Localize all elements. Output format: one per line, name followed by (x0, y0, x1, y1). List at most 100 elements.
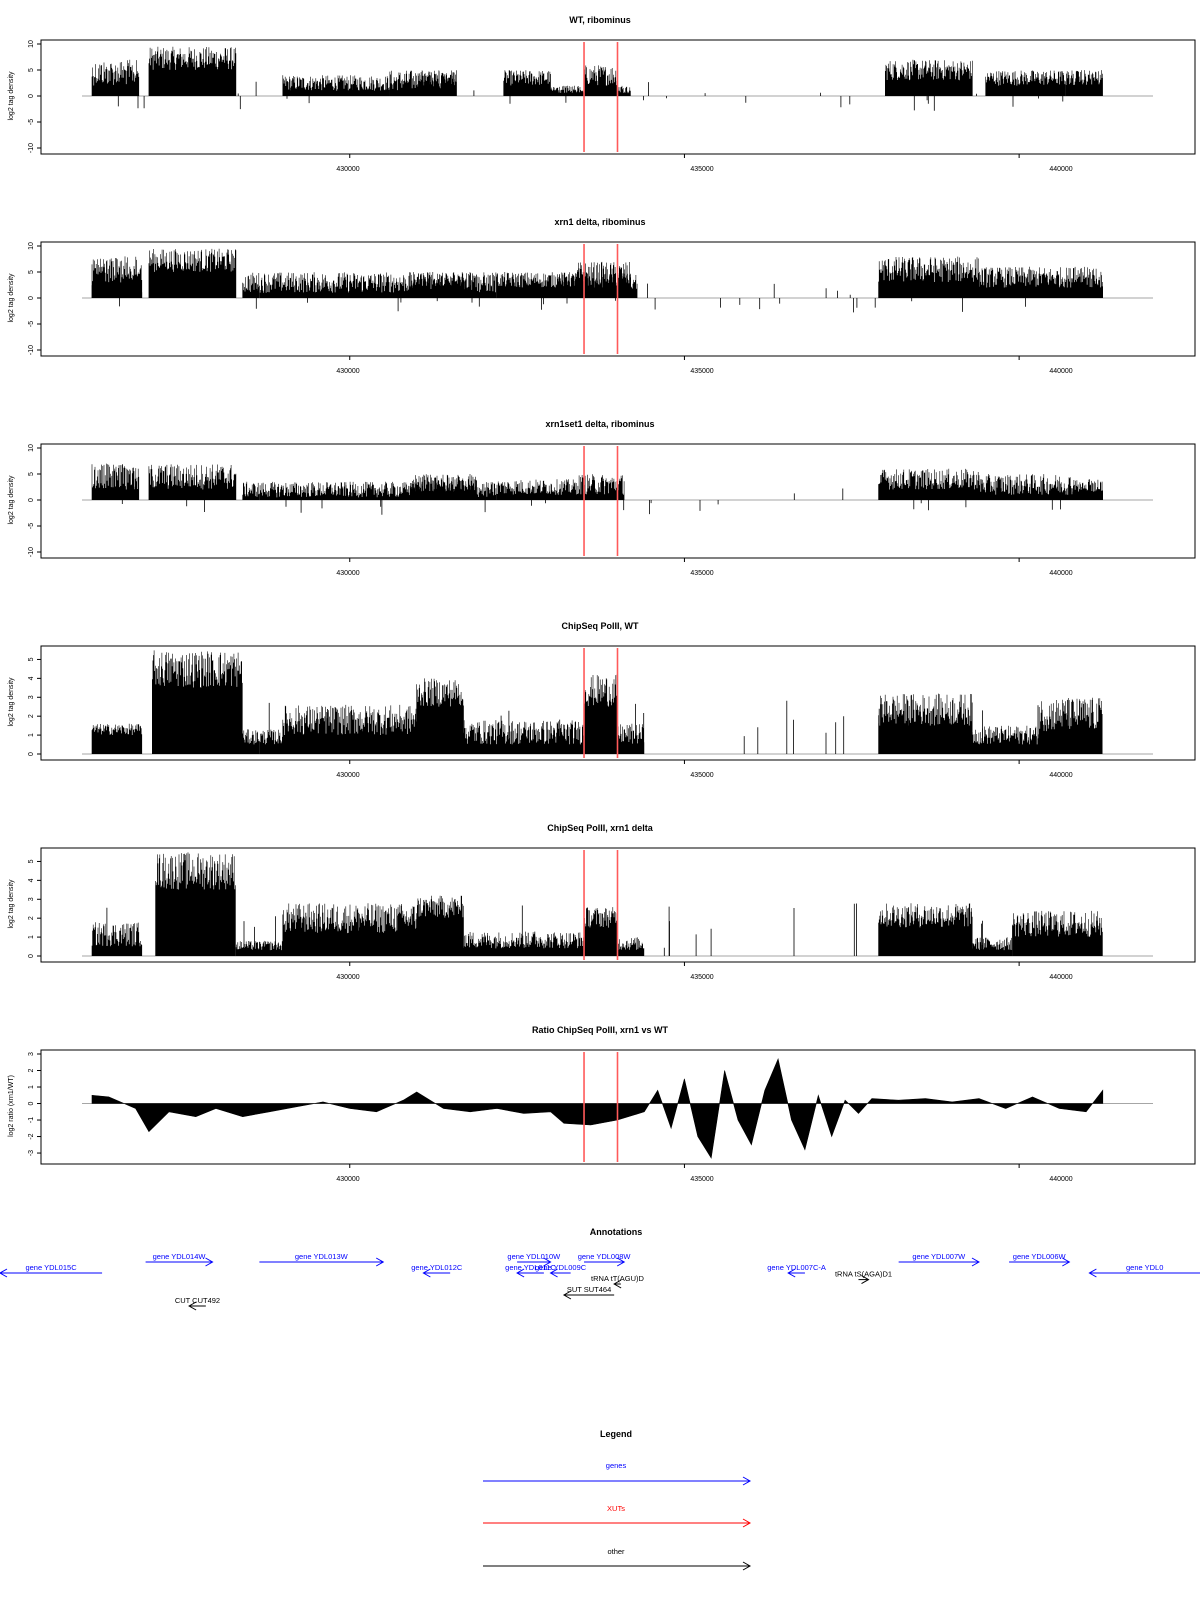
density-bars (91, 282, 143, 298)
legend-title: Legend (600, 1429, 632, 1439)
annotation-arrowhead (0, 1268, 8, 1278)
x-tick-label: 440000 (1049, 368, 1072, 375)
x-tick-label: 440000 (1049, 570, 1072, 577)
y-axis-label: log2 tag density (8, 475, 15, 525)
density-bars (1012, 910, 1103, 956)
panel-title: WT, ribominus (569, 15, 631, 25)
density-bars (152, 650, 243, 754)
annotation-item: gene YDL015C (0, 1263, 103, 1278)
density-bars (148, 464, 237, 500)
annotation-arrowhead (188, 1301, 197, 1311)
y-tick-label: 10 (28, 40, 35, 48)
annotation-item: gene YDL013W (259, 1252, 385, 1267)
density-spikes (117, 81, 1064, 111)
y-tick-label: 10 (28, 242, 35, 250)
density-bars (148, 248, 237, 298)
annotation-label: gene YDL011C (505, 1263, 556, 1272)
legend-label-other: other (607, 1547, 625, 1556)
y-tick-label: 5 (28, 657, 35, 661)
annotation-item: SUT SUT464 (562, 1285, 615, 1300)
plot-area: -10 -5 0 5 10 (28, 242, 1153, 360)
y-tick-label: 0 (28, 94, 35, 98)
legend: Legend genes XUTs other (483, 1429, 752, 1571)
panel-xrn1set1-ribominus: xrn1set1 delta, ribominus log2 tag densi… (8, 419, 1196, 577)
annotation-label: gene YDL009C (535, 1263, 587, 1272)
x-tick-label: 435000 (690, 1176, 713, 1183)
density-bars (496, 479, 578, 500)
density-bars (550, 85, 631, 96)
y-tick-label: 3 (28, 695, 35, 699)
annotations-title: Annotations (590, 1227, 643, 1237)
y-axis-label: log2 tag density (8, 273, 15, 323)
annotation-arrowhead (616, 1257, 626, 1267)
x-tick-label: 440000 (1049, 1176, 1072, 1183)
plot-frame (40, 39, 1196, 155)
plot-area: -10 -5 0 5 10 (28, 444, 1153, 562)
panel-title: xrn1 delta, ribominus (554, 217, 645, 227)
annotation-arrowhead (549, 1268, 558, 1278)
y-tick-label: 5 (28, 68, 35, 72)
legend-arrowhead-genes (742, 1476, 752, 1486)
annotation-label: CUT CUT492 (175, 1296, 220, 1305)
panel-chipseq-xrn1: ChipSeq PolII, xrn1 delta log2 tag densi… (8, 823, 1196, 981)
density-spikes (121, 485, 1061, 515)
x-tick-label: 430000 (336, 974, 359, 981)
density-bars (463, 931, 584, 956)
density-bars (91, 723, 143, 754)
annotation-item: CUT CUT492 (175, 1296, 220, 1311)
y-tick-label: 0 (28, 1101, 35, 1105)
y-tick-label: -5 (28, 321, 35, 327)
x-tick-label: 430000 (336, 570, 359, 577)
panel-title: xrn1set1 delta, ribominus (545, 419, 654, 429)
annotation-label: gene YDL008W (578, 1252, 632, 1261)
y-tick-label: -3 (28, 1150, 35, 1156)
y-axis-label: log2 tag density (8, 677, 15, 727)
annotation-arrowhead (613, 1279, 622, 1289)
panel-title: Ratio ChipSeq PolII, xrn1 vs WT (532, 1025, 669, 1035)
legend-label-genes: genes (606, 1461, 627, 1470)
density-spikes (119, 283, 1067, 313)
x-tick-label: 430000 (336, 772, 359, 779)
annotation-arrowhead (787, 1268, 796, 1278)
annotation-label: gene YDL007W (912, 1252, 966, 1261)
annotation-item: gene YDL014W (145, 1252, 214, 1267)
x-tick-label: 435000 (690, 166, 713, 173)
annotation-item: gene YDL007C-A (767, 1263, 826, 1278)
panel-xrn1-ribominus: xrn1 delta, ribominus log2 tag density -… (8, 217, 1196, 375)
annotation-arrowhead (422, 1268, 431, 1278)
annotation-item: gene YDL009C (535, 1263, 587, 1278)
annotation-arrowhead (562, 1290, 572, 1300)
panel-title: ChipSeq PolII, WT (562, 621, 639, 631)
y-tick-label: 1 (28, 935, 35, 939)
y-tick-label: 5 (28, 859, 35, 863)
y-axis-label: log2 ratio (xrn1/WT) (8, 1075, 15, 1137)
x-tick-label: 440000 (1049, 974, 1072, 981)
density-bars (878, 468, 980, 500)
annotation-arrowhead (375, 1257, 385, 1267)
annotation-label: tRNA tT(AGU)D (591, 1274, 645, 1283)
y-tick-label: 0 (28, 752, 35, 756)
annotation-label: gene YDL012C (411, 1263, 463, 1272)
density-bars (878, 693, 973, 754)
y-axis-label: log2 tag density (8, 879, 15, 929)
annotation-arrowhead (861, 1275, 870, 1285)
density-bars (1072, 479, 1103, 500)
y-tick-label: 3 (28, 1052, 35, 1056)
panel-title: ChipSeq PolII, xrn1 delta (547, 823, 654, 833)
annotation-item: gene YDL012C (411, 1263, 463, 1278)
annotation-items: gene YDL015C gene YDL014W gene YDL013W gene… (0, 1252, 1200, 1311)
density-bars (463, 720, 584, 754)
density-bars (148, 46, 237, 96)
y-tick-label: -5 (28, 523, 35, 529)
annotation-item: gene YDL007W (898, 1252, 980, 1267)
y-tick-label: 3 (28, 897, 35, 901)
y-tick-label: 5 (28, 472, 35, 476)
annotation-label: gene YDL015C (25, 1263, 77, 1272)
y-tick-label: 1 (28, 733, 35, 737)
plot-area: 0 1 2 3 4 5 (28, 850, 1153, 966)
density-bars (91, 59, 140, 96)
panel-wt-ribominus: WT, ribominus log2 tag density -10 -5 0 5 10… (8, 15, 1196, 173)
annotation-item: gene YDL011C (505, 1263, 556, 1278)
annotation-label: gene YDL0 (1126, 1263, 1163, 1272)
